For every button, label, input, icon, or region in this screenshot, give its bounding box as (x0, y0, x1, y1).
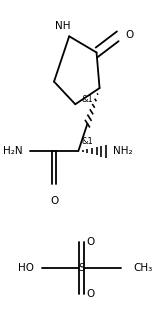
Text: O: O (50, 197, 58, 206)
Text: O: O (86, 237, 94, 247)
Text: O: O (86, 289, 94, 299)
Text: CH₃: CH₃ (133, 263, 152, 273)
Text: S: S (78, 263, 85, 273)
Text: NH: NH (55, 21, 71, 32)
Text: H₂N: H₂N (3, 146, 23, 156)
Text: NH₂: NH₂ (113, 146, 133, 156)
Text: &1: &1 (81, 137, 93, 146)
Text: O: O (125, 30, 134, 40)
Text: HO: HO (18, 263, 34, 273)
Text: &1: &1 (82, 95, 94, 104)
